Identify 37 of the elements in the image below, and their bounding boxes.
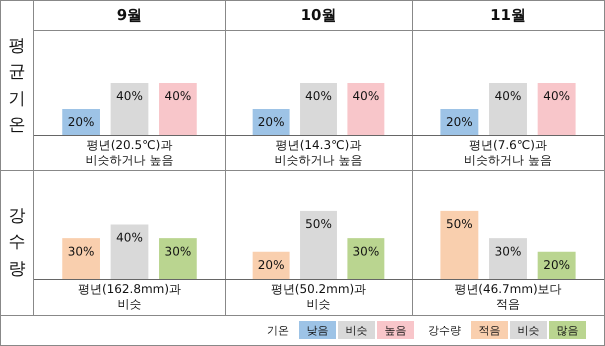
y-axis-title: 평균기온 <box>8 34 26 137</box>
data-label: 40% <box>116 88 143 103</box>
data-label: 20% <box>258 258 284 272</box>
data-label: 40% <box>494 88 522 103</box>
data-label: 20% <box>258 114 284 129</box>
x-axis-title: 평년(46.7mm)보다 적음 <box>412 279 604 315</box>
x-axis-title: 평년(50.2mm)과 비슷 <box>225 279 412 315</box>
text: 비슷 <box>510 321 547 339</box>
text: 높음 <box>377 321 414 339</box>
y-axis-title: 강수량 <box>8 204 26 281</box>
text: 적음 <box>471 321 508 339</box>
data-label: 40% <box>352 88 380 103</box>
data-label: 30% <box>352 244 380 258</box>
text: 많음 <box>549 321 586 339</box>
x-axis-title: 평년(20.5℃)과 비슷하거나 높음 <box>34 134 225 170</box>
data-label: 40% <box>543 88 570 103</box>
data-label: 20% <box>446 114 473 129</box>
data-label: 20% <box>543 258 570 272</box>
data-label: 30% <box>164 244 192 258</box>
data-label: 50% <box>305 217 332 231</box>
text: 비슷 <box>338 321 375 339</box>
chart-title: 11월 <box>412 1 604 31</box>
chart-title: 9월 <box>34 1 225 31</box>
data-label: 30% <box>68 244 94 258</box>
data-label: 30% <box>494 244 522 258</box>
data-label: 50% <box>446 217 473 231</box>
text: 낮음 <box>299 321 336 339</box>
data-label: 40% <box>164 88 192 103</box>
x-axis-title: 평년(162.8mm)과 비슷 <box>34 279 225 315</box>
data-label: 20% <box>68 114 94 129</box>
data-label: 40% <box>116 230 143 245</box>
x-axis-title: 평년(7.6℃)과 비슷하거나 높음 <box>412 134 604 170</box>
data-label: 40% <box>305 88 332 103</box>
x-axis-title: 평년(14.3℃)과 비슷하거나 높음 <box>225 134 412 170</box>
chart-title: 10월 <box>225 1 412 31</box>
legend-title: 기온 <box>267 322 289 338</box>
legend-title: 강수량 <box>428 322 461 338</box>
